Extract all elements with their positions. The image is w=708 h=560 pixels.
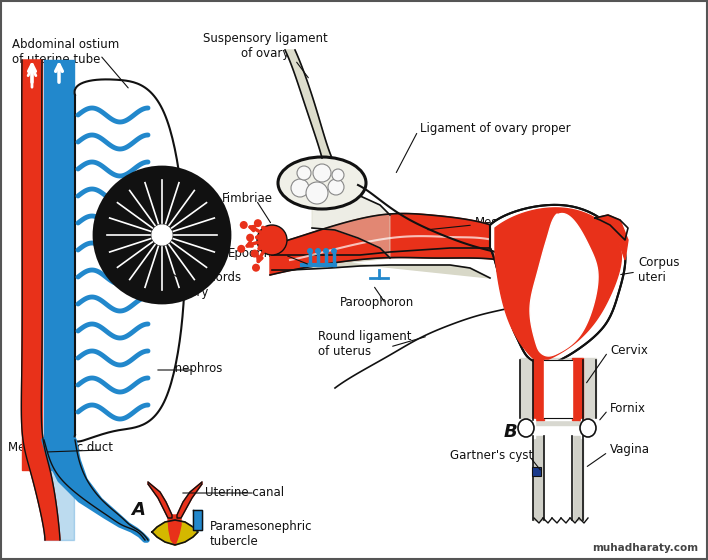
Text: Vagina: Vagina — [610, 444, 650, 456]
Text: Mesonephros: Mesonephros — [145, 362, 224, 375]
Circle shape — [254, 219, 262, 227]
Polygon shape — [581, 419, 599, 438]
Circle shape — [94, 167, 230, 303]
Text: A: A — [131, 501, 145, 519]
Ellipse shape — [518, 419, 534, 437]
Text: Paroophoron: Paroophoron — [340, 296, 414, 309]
Polygon shape — [520, 358, 596, 425]
Polygon shape — [21, 60, 60, 540]
Polygon shape — [193, 510, 202, 530]
Circle shape — [246, 234, 254, 242]
Circle shape — [252, 264, 260, 272]
Ellipse shape — [278, 157, 366, 209]
Circle shape — [237, 245, 245, 253]
Polygon shape — [312, 185, 390, 258]
Text: Fimbriae: Fimbriae — [222, 192, 273, 204]
Circle shape — [291, 179, 309, 197]
Text: muhadharaty.com: muhadharaty.com — [592, 543, 698, 553]
Polygon shape — [44, 440, 148, 540]
Polygon shape — [168, 515, 181, 545]
Polygon shape — [272, 248, 490, 278]
Text: Round ligament
of uterus: Round ligament of uterus — [318, 330, 411, 358]
Circle shape — [323, 248, 329, 254]
Polygon shape — [571, 436, 583, 520]
Circle shape — [240, 221, 248, 229]
Text: Suspensory ligament
of ovary: Suspensory ligament of ovary — [202, 32, 327, 60]
Circle shape — [328, 179, 344, 195]
Polygon shape — [495, 208, 622, 361]
Circle shape — [257, 225, 287, 255]
Polygon shape — [148, 482, 172, 518]
Polygon shape — [517, 419, 535, 438]
Text: Paramesonephric
tubercle: Paramesonephric tubercle — [210, 520, 312, 548]
Polygon shape — [285, 50, 332, 158]
Text: Ligament of ovary proper: Ligament of ovary proper — [420, 122, 571, 134]
Circle shape — [315, 248, 321, 254]
Text: Mesovarium: Mesovarium — [475, 216, 547, 228]
Polygon shape — [572, 358, 583, 420]
Polygon shape — [270, 213, 535, 275]
Polygon shape — [538, 360, 578, 420]
Circle shape — [313, 164, 331, 182]
Circle shape — [332, 169, 344, 181]
Polygon shape — [533, 358, 544, 420]
Circle shape — [331, 248, 337, 254]
Circle shape — [307, 248, 313, 254]
Polygon shape — [530, 213, 598, 356]
Polygon shape — [544, 436, 572, 520]
Polygon shape — [74, 80, 185, 441]
Text: B: B — [503, 423, 517, 441]
Polygon shape — [490, 205, 625, 365]
Text: Fornix: Fornix — [610, 402, 646, 414]
Circle shape — [306, 182, 328, 204]
Text: Abdominal ostium
of uterine tube: Abdominal ostium of uterine tube — [12, 38, 119, 66]
Text: Cervix: Cervix — [610, 343, 648, 357]
Polygon shape — [544, 360, 572, 418]
Text: Corpus
uteri: Corpus uteri — [638, 256, 680, 284]
Text: Mesonephric duct: Mesonephric duct — [8, 441, 113, 455]
Text: Uterine canal: Uterine canal — [205, 486, 284, 498]
Ellipse shape — [580, 419, 596, 437]
Bar — [532, 467, 541, 476]
Circle shape — [297, 166, 311, 180]
Text: Cortical cords
of ovary: Cortical cords of ovary — [160, 271, 241, 299]
Polygon shape — [152, 520, 198, 545]
Circle shape — [251, 250, 258, 258]
Polygon shape — [595, 215, 628, 260]
Polygon shape — [177, 482, 202, 518]
Text: Gartner's cyst: Gartner's cyst — [450, 449, 533, 461]
Text: Epoophoron: Epoophoron — [228, 246, 299, 259]
Circle shape — [152, 225, 172, 245]
Polygon shape — [533, 436, 545, 520]
